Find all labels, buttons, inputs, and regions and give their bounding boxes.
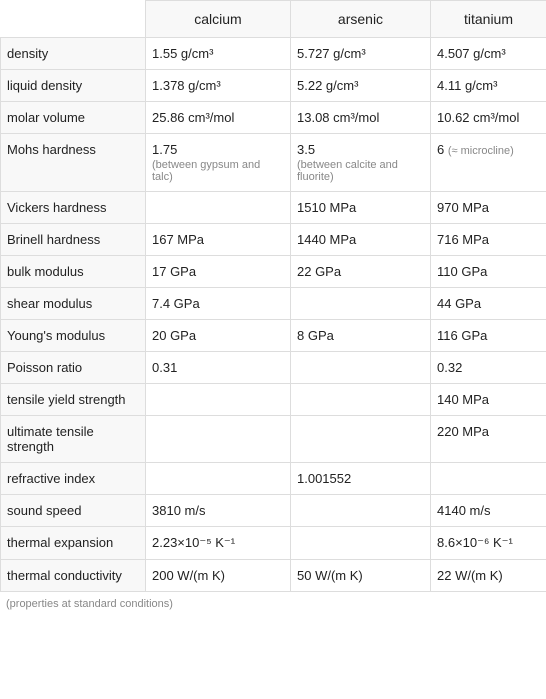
cell-titanium: 220 MPa [431,416,546,463]
cell-titanium: 970 MPa [431,192,546,224]
row-label: Poisson ratio [1,352,146,384]
row-label: tensile yield strength [1,384,146,416]
cell-calcium [146,384,291,416]
cell-arsenic: 50 W/(m K) [291,560,431,592]
cell-arsenic: 22 GPa [291,256,431,288]
cell-arsenic [291,495,431,527]
cell-titanium: 140 MPa [431,384,546,416]
table-row: Vickers hardness 1510 MPa970 MPa [1,192,546,224]
cell-titanium: 44 GPa [431,288,546,320]
cell-titanium: 4.11 g/cm³ [431,70,546,102]
header-arsenic: arsenic [291,1,431,38]
cell-note: (between calcite and fluorite) [297,159,424,183]
cell-calcium [146,463,291,495]
row-label: sound speed [1,495,146,527]
table-row: Mohs hardness1.75 (between gypsum and ta… [1,134,546,192]
cell-titanium: 10.62 cm³/mol [431,102,546,134]
table-row: shear modulus7.4 GPa 44 GPa [1,288,546,320]
cell-value: 6 [437,142,448,157]
row-label: thermal conductivity [1,560,146,592]
cell-titanium [431,463,546,495]
table-row: refractive index 1.001552 [1,463,546,495]
cell-calcium: 3810 m/s [146,495,291,527]
table-row: bulk modulus17 GPa22 GPa110 GPa [1,256,546,288]
cell-arsenic [291,527,431,560]
cell-titanium: 116 GPa [431,320,546,352]
footnote: (properties at standard conditions) [0,592,546,616]
table-row: ultimate tensile strength 220 MPa [1,416,546,463]
cell-arsenic: 8 GPa [291,320,431,352]
header-titanium: titanium [431,1,546,38]
table-row: molar volume25.86 cm³/mol13.08 cm³/mol10… [1,102,546,134]
cell-calcium [146,192,291,224]
cell-titanium: 22 W/(m K) [431,560,546,592]
row-label: thermal expansion [1,527,146,560]
cell-arsenic [291,384,431,416]
row-label: liquid density [1,70,146,102]
header-empty [1,1,146,38]
cell-titanium: 716 MPa [431,224,546,256]
cell-calcium: 7.4 GPa [146,288,291,320]
cell-calcium: 1.75 (between gypsum and talc) [146,134,291,192]
row-label: Mohs hardness [1,134,146,192]
properties-table: calcium arsenic titanium density1.55 g/c… [0,0,546,592]
cell-calcium: 0.31 [146,352,291,384]
table-row: density1.55 g/cm³5.727 g/cm³4.507 g/cm³ [1,38,546,70]
cell-calcium [146,416,291,463]
cell-arsenic [291,352,431,384]
header-row: calcium arsenic titanium [1,1,546,38]
cell-calcium: 1.378 g/cm³ [146,70,291,102]
table-row: Poisson ratio0.31 0.32 [1,352,546,384]
cell-calcium: 167 MPa [146,224,291,256]
row-label: ultimate tensile strength [1,416,146,463]
cell-note: (between gypsum and talc) [152,159,284,183]
row-label: refractive index [1,463,146,495]
cell-calcium: 2.23×10⁻⁵ K⁻¹ [146,527,291,560]
cell-arsenic: 5.22 g/cm³ [291,70,431,102]
cell-calcium: 25.86 cm³/mol [146,102,291,134]
row-label: bulk modulus [1,256,146,288]
row-label: density [1,38,146,70]
cell-arsenic: 13.08 cm³/mol [291,102,431,134]
table-row: sound speed3810 m/s 4140 m/s [1,495,546,527]
cell-titanium: 0.32 [431,352,546,384]
cell-arsenic: 3.5 (between calcite and fluorite) [291,134,431,192]
cell-arsenic: 1.001552 [291,463,431,495]
cell-titanium: 4.507 g/cm³ [431,38,546,70]
table-row: Brinell hardness167 MPa1440 MPa716 MPa [1,224,546,256]
cell-titanium: 110 GPa [431,256,546,288]
row-label: molar volume [1,102,146,134]
cell-arsenic [291,416,431,463]
cell-calcium: 17 GPa [146,256,291,288]
row-label: Young's modulus [1,320,146,352]
cell-calcium: 1.55 g/cm³ [146,38,291,70]
cell-arsenic: 1510 MPa [291,192,431,224]
cell-arsenic [291,288,431,320]
cell-calcium: 200 W/(m K) [146,560,291,592]
header-calcium: calcium [146,1,291,38]
cell-calcium: 20 GPa [146,320,291,352]
cell-arsenic: 5.727 g/cm³ [291,38,431,70]
row-label: Vickers hardness [1,192,146,224]
cell-arsenic: 1440 MPa [291,224,431,256]
table-row: thermal expansion2.23×10⁻⁵ K⁻¹ 8.6×10⁻⁶ K… [1,527,546,560]
cell-value: 3.5 [297,142,315,157]
cell-note: (≈ microcline) [448,145,514,157]
row-label: Brinell hardness [1,224,146,256]
table-row: liquid density1.378 g/cm³5.22 g/cm³4.11 … [1,70,546,102]
table-row: thermal conductivity200 W/(m K)50 W/(m K… [1,560,546,592]
row-label: shear modulus [1,288,146,320]
cell-titanium: 6 (≈ microcline) [431,134,546,192]
table-row: tensile yield strength 140 MPa [1,384,546,416]
cell-titanium: 4140 m/s [431,495,546,527]
cell-titanium: 8.6×10⁻⁶ K⁻¹ [431,527,546,560]
table-row: Young's modulus20 GPa8 GPa116 GPa [1,320,546,352]
cell-value: 1.75 [152,142,177,157]
